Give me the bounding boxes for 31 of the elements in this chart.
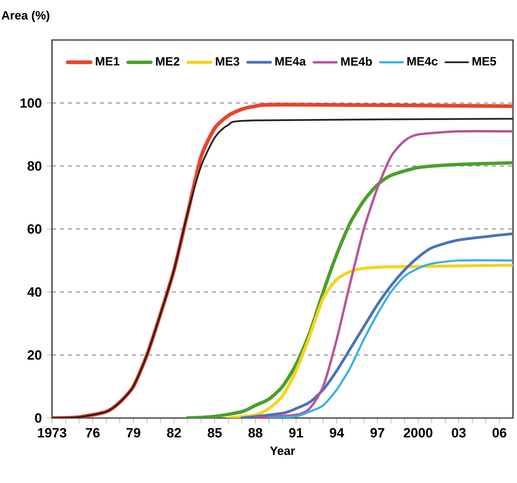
x-tick-label: 06 bbox=[492, 428, 506, 438]
x-tick-label: 2000 bbox=[404, 428, 432, 438]
legend-label: ME4a bbox=[275, 57, 306, 66]
line-series bbox=[226, 264, 513, 418]
x-tick-label: 76 bbox=[86, 428, 100, 438]
y-tick-label: 0 bbox=[35, 413, 42, 423]
y-tick-label: 80 bbox=[28, 161, 42, 171]
x-axis-title: Year bbox=[270, 446, 296, 456]
x-tick-label: 1973 bbox=[38, 428, 66, 438]
legend-label: ME4c bbox=[407, 57, 438, 66]
y-tick-label: 40 bbox=[27, 287, 42, 297]
legend-label: ME2 bbox=[156, 57, 180, 66]
x-tick-label: 88 bbox=[248, 428, 262, 438]
x-tick-label: 94 bbox=[330, 428, 344, 438]
y-tick-label: 100 bbox=[20, 98, 42, 108]
x-tick-label: 79 bbox=[126, 428, 140, 438]
legend-label: ME5 bbox=[472, 57, 496, 66]
x-tick-label: 85 bbox=[208, 428, 222, 438]
line-series bbox=[240, 232, 513, 418]
x-tick-label: 91 bbox=[289, 428, 304, 438]
legend-label: ME1 bbox=[96, 57, 120, 66]
legend-label: ME3 bbox=[216, 57, 240, 66]
y-tick-label: 60 bbox=[28, 224, 42, 234]
x-tick-label: 97 bbox=[370, 428, 384, 438]
line-series bbox=[254, 130, 513, 418]
line-series bbox=[268, 259, 513, 418]
y-tick-label: 20 bbox=[28, 350, 42, 360]
legend-label: ME4b bbox=[341, 56, 372, 66]
x-tick-label: 82 bbox=[167, 428, 181, 438]
y-axis-title: Area (%) bbox=[2, 10, 50, 22]
x-tick-label: 03 bbox=[452, 428, 466, 438]
